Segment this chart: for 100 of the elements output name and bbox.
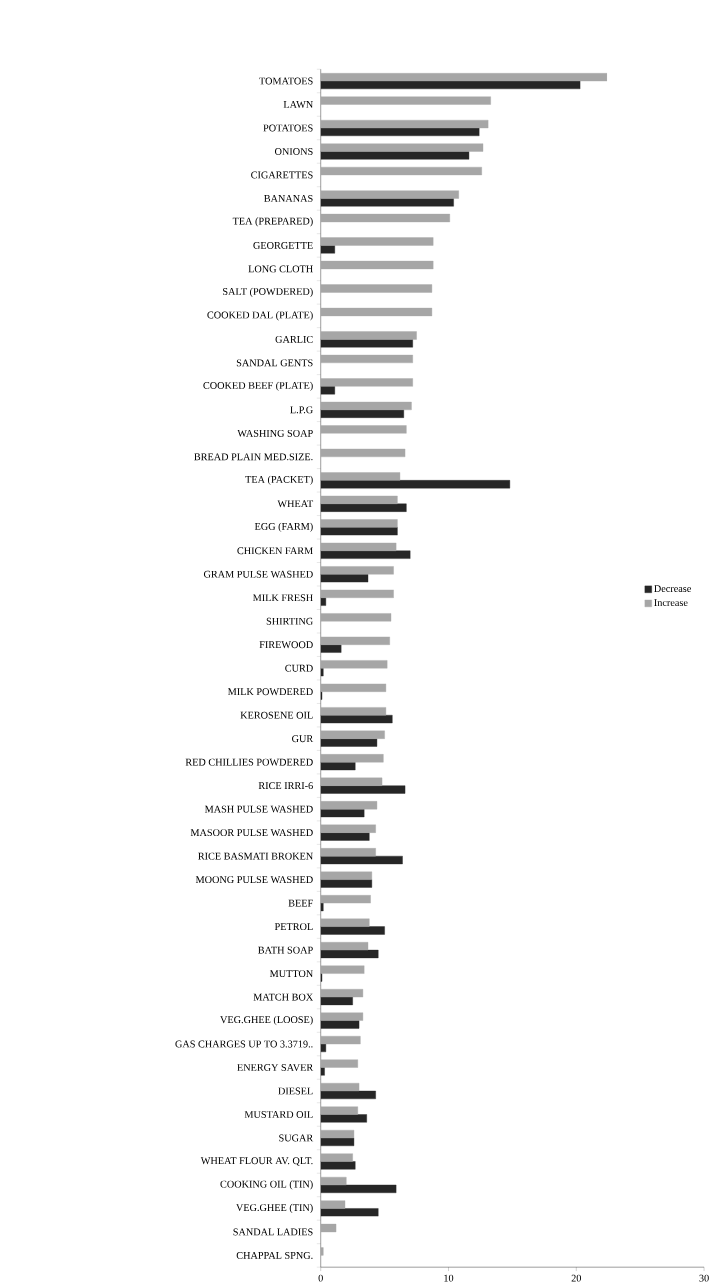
y-tick-label: MATCH BOX bbox=[253, 993, 314, 1001]
y-tick-label: CIGARETTES bbox=[251, 171, 313, 179]
y-tick-label: RICE BASMATI BROKEN bbox=[198, 852, 314, 860]
y-tick-label: RED CHILLIES POWDERED bbox=[185, 758, 313, 766]
bar bbox=[320, 527, 398, 536]
y-tick-label: BEEF bbox=[288, 899, 314, 907]
bar bbox=[320, 949, 379, 959]
bar bbox=[320, 401, 412, 411]
y-tick-label: L.P.G bbox=[290, 406, 314, 414]
y-tick-label: SALT (POWDERED) bbox=[223, 287, 313, 298]
y-tick-label: TEA (PACKET) bbox=[245, 475, 313, 485]
y-tick-label: DIESEL bbox=[278, 1087, 313, 1095]
bar bbox=[320, 871, 373, 880]
y-tick-label: MILK POWDERED bbox=[228, 688, 313, 696]
bar bbox=[320, 707, 387, 716]
y-tick-label: GEORGETTE bbox=[253, 242, 313, 249]
bar bbox=[320, 1012, 364, 1021]
bar bbox=[320, 895, 371, 904]
y-tick-label: MOONG PULSE WASHED bbox=[196, 876, 313, 884]
y-tick-label: TOMATOES bbox=[259, 77, 313, 85]
y-tick-label: VEG.GHEE (TIN) bbox=[236, 1203, 313, 1214]
y-tick-label: WASHING SOAP bbox=[237, 429, 313, 437]
y-tick-label: GRAM PULSE WASHED bbox=[204, 570, 313, 578]
y-tick-label: FIREWOOD bbox=[259, 641, 313, 649]
bar bbox=[320, 738, 378, 747]
y-tick-label: MASOOR PULSE WASHED bbox=[190, 829, 313, 837]
x-tick-label: 0 bbox=[318, 1274, 324, 1282]
bar bbox=[320, 613, 392, 622]
y-tick-label: WHEAT FLOUR AV. QLT. bbox=[200, 1157, 313, 1166]
bar bbox=[320, 1114, 368, 1123]
y-tick-label: GARLIC bbox=[275, 335, 313, 343]
x-tick-label: 10 bbox=[444, 1274, 454, 1282]
y-tick-label: SUGAR bbox=[279, 1134, 314, 1142]
y-tick-label: MASH PULSE WASHED bbox=[205, 805, 313, 813]
bar bbox=[320, 213, 451, 223]
legend-label: Decrease bbox=[654, 585, 692, 592]
y-tick-label: CHAPPAL SPNG. bbox=[236, 1251, 313, 1259]
bar bbox=[320, 472, 401, 481]
y-tick-label: BREAD PLAIN MED.SIZE. bbox=[194, 453, 313, 461]
bar bbox=[320, 245, 336, 254]
y-tick-label: MUTTON bbox=[270, 970, 314, 978]
bar bbox=[320, 1247, 324, 1256]
bar bbox=[320, 589, 394, 598]
bar bbox=[320, 503, 407, 512]
bar bbox=[320, 660, 388, 669]
y-tick-label: SANDAL LADIES bbox=[233, 1228, 313, 1236]
y-tick-label: CHICKEN FARM bbox=[237, 547, 314, 555]
bar bbox=[320, 1036, 361, 1045]
bar bbox=[320, 1161, 356, 1170]
bar bbox=[320, 785, 406, 794]
bar bbox=[320, 495, 398, 505]
y-tick-label: PETROL bbox=[275, 923, 313, 931]
bar bbox=[320, 1059, 359, 1068]
bar bbox=[320, 1106, 359, 1115]
bar bbox=[320, 996, 354, 1006]
bar bbox=[320, 425, 407, 434]
bar bbox=[320, 1223, 337, 1233]
bar bbox=[320, 96, 492, 105]
bar bbox=[320, 143, 484, 152]
bar bbox=[320, 683, 387, 692]
bar bbox=[320, 668, 324, 677]
bar bbox=[320, 237, 434, 246]
bar bbox=[320, 119, 489, 129]
y-tick-label: ONIONS bbox=[275, 148, 313, 155]
bar bbox=[320, 942, 369, 951]
bar bbox=[320, 777, 383, 786]
y-tick-label: KEROSENE OIL bbox=[240, 711, 313, 719]
bar bbox=[320, 730, 386, 739]
y-tick-label: COOKED BEEF (PLATE) bbox=[203, 381, 313, 391]
bar bbox=[320, 386, 336, 395]
bar bbox=[320, 1176, 347, 1186]
bar bbox=[320, 542, 397, 551]
bar bbox=[320, 72, 608, 82]
bar bbox=[320, 378, 414, 387]
bar bbox=[320, 761, 356, 771]
y-tick-label: MILK FRESH bbox=[253, 594, 314, 602]
bar bbox=[320, 989, 364, 998]
bar bbox=[320, 331, 417, 340]
bar bbox=[320, 636, 391, 645]
bar bbox=[320, 448, 406, 458]
bar bbox=[320, 1184, 397, 1193]
y-tick-label: GUR bbox=[292, 735, 314, 743]
y-tick-label: MUSTARD OIL bbox=[244, 1111, 313, 1118]
bar bbox=[320, 198, 455, 207]
y-tick-label: BANANAS bbox=[264, 195, 313, 202]
y-tick-label: VEG.GHEE (LOOSE) bbox=[220, 1015, 313, 1026]
y-tick-label: GAS CHARGES UP TO 3.3719.. bbox=[175, 1040, 313, 1048]
bar bbox=[320, 1090, 377, 1100]
bar bbox=[320, 190, 460, 199]
bar bbox=[320, 480, 511, 489]
bar bbox=[320, 715, 393, 724]
bar bbox=[320, 918, 370, 927]
y-tick-label: CURD bbox=[285, 664, 313, 672]
bar bbox=[320, 597, 327, 606]
y-tick-label: POTATOES bbox=[263, 124, 313, 132]
legend-label: Increase bbox=[654, 599, 688, 607]
y-tick-label: RICE IRRI-6 bbox=[258, 782, 314, 790]
x-tick-label: 30 bbox=[699, 1274, 709, 1282]
bar bbox=[320, 566, 394, 575]
bar bbox=[320, 307, 433, 317]
